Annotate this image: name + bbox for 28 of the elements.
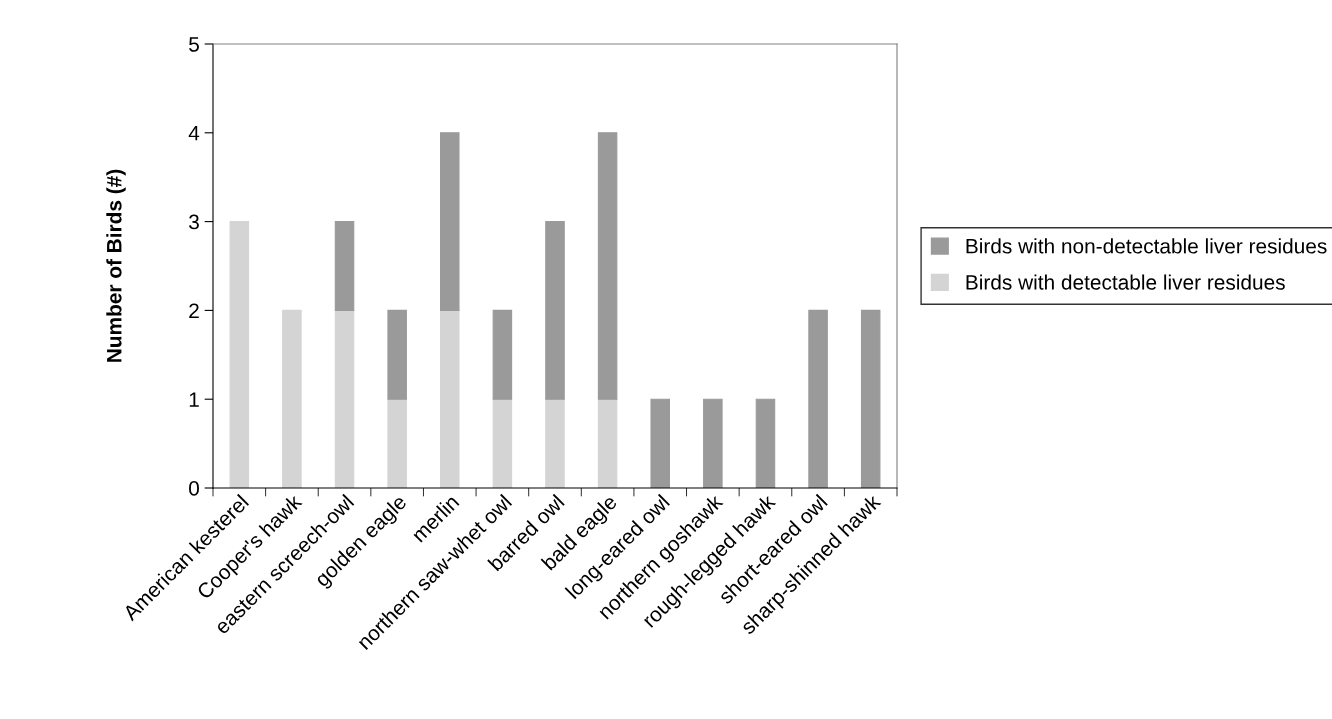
y-tick-label: 0 [189,481,199,496]
bar [440,309,460,488]
y-tick-label: 4 [188,126,200,141]
bar [334,221,355,311]
bar [492,398,513,488]
bar [282,309,302,488]
bar [545,398,565,488]
bar [545,221,565,400]
bar [597,132,618,400]
bar [808,309,828,488]
bar [387,398,407,488]
bar [597,398,618,488]
y-tick-label: 3 [189,214,199,230]
legend-label: Birds with detectable liver residues [966,274,1285,290]
bar [492,309,513,400]
y-tick-label: 1 [189,392,199,407]
bar [650,398,670,488]
bar [440,132,460,311]
y-tick-label: 2 [189,303,199,318]
legend-label: Birds with non-detectable liver residues [966,238,1327,254]
bar [229,221,250,488]
bar [755,398,776,488]
y-axis-title: Number of Birds (#) [106,169,126,362]
bar [703,398,723,488]
bar [387,309,407,400]
bar [334,309,355,488]
bar [860,309,881,488]
y-tick-label: 5 [189,37,199,52]
